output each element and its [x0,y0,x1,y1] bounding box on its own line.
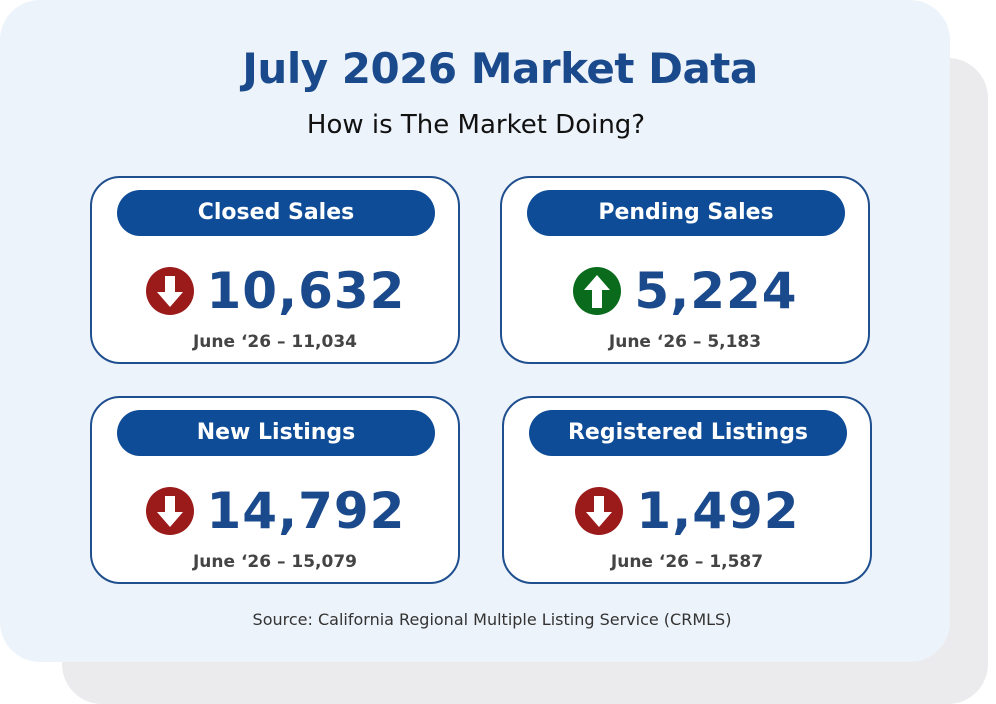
page-title: July 2026 Market Data [242,44,758,93]
value-row: 14,792 [92,478,458,544]
card-value: 10,632 [206,262,406,320]
card-value: 1,492 [636,482,800,540]
card-previous: June ‘26 – 15,079 [192,552,358,572]
card-registered-listings: Registered Listings 1,492 June ‘26 – 1,5… [502,396,872,584]
arrow-down-circle-icon [145,487,194,535]
value-row: 10,632 [92,258,458,324]
arrow-down-circle-icon [575,487,624,535]
card-previous: June ‘26 – 11,034 [192,332,358,352]
card-value: 5,224 [634,262,798,320]
card-closed-sales: Closed Sales 10,632 June ‘26 – 11,034 [90,176,460,364]
card-pending-sales: Pending Sales 5,224 June ‘26 – 5,183 [500,176,870,364]
card-label: New Listings [117,410,435,456]
value-row: 1,492 [504,478,870,544]
card-label: Registered Listings [529,410,847,456]
source-note: Source: California Regional Multiple Lis… [252,610,732,629]
value-row: 5,224 [502,258,868,324]
arrow-up-circle-icon [573,267,622,315]
arrow-down-circle-icon [145,267,194,315]
card-label: Closed Sales [117,190,435,236]
page-subtitle: How is The Market Doing? [306,110,646,140]
card-new-listings: New Listings 14,792 June ‘26 – 15,079 [90,396,460,584]
card-previous: June ‘26 – 1,587 [610,552,764,572]
card-previous: June ‘26 – 5,183 [608,332,762,352]
card-value: 14,792 [206,482,406,540]
card-label: Pending Sales [527,190,845,236]
